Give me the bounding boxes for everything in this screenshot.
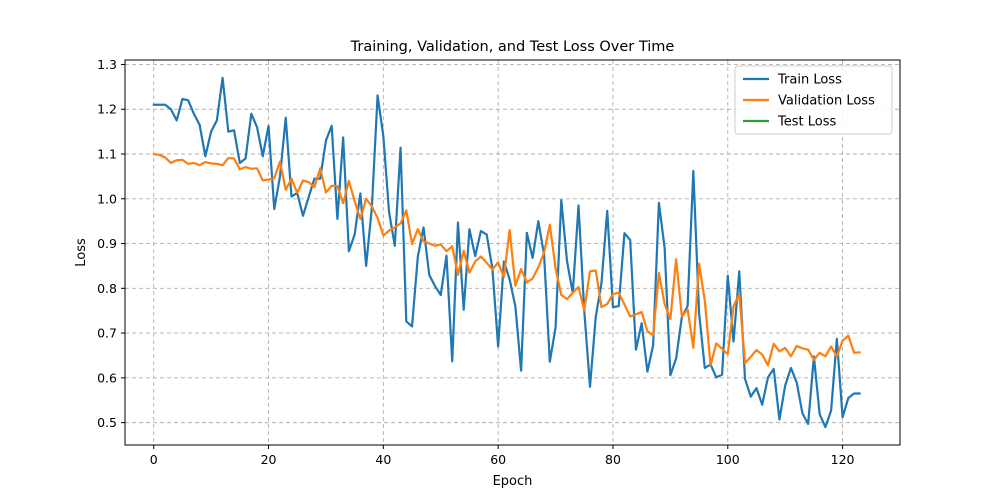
- x-tick-label: 100: [716, 452, 740, 467]
- y-tick-label: 0.8: [97, 281, 117, 296]
- y-tick-label: 0.9: [97, 236, 117, 251]
- x-tick-label: 40: [375, 452, 391, 467]
- axis-ticks: 0 20 40 60 80 100 120 0.5 0.6 0.7 0.8 0.9 1.0 1.1 1.2 1…: [97, 57, 854, 467]
- x-axis-label: Epoch: [493, 474, 533, 489]
- x-tick-label: 20: [261, 452, 277, 467]
- x-tick-label: 60: [490, 452, 506, 467]
- legend-label-validation-loss: Validation Loss: [778, 94, 875, 109]
- legend-label-train-loss: Train Loss: [777, 73, 842, 88]
- x-tick-label: 80: [605, 452, 621, 467]
- y-tick-label: 1.0: [97, 191, 117, 206]
- x-tick-label: 120: [831, 452, 855, 467]
- y-axis-label: Loss: [74, 238, 89, 267]
- legend-box: [734, 65, 893, 135]
- y-tick-label: 1.1: [97, 147, 117, 162]
- legend: Train Loss Validation Loss Test Loss: [734, 65, 893, 135]
- legend-items: Train Loss Validation Loss Test Loss: [743, 73, 875, 130]
- series-lines: [152, 76, 861, 429]
- y-tick-label: 1.2: [97, 102, 117, 117]
- axes-frame: [124, 59, 901, 446]
- y-tick-label: 1.3: [97, 57, 117, 72]
- x-tick-label: 0: [150, 452, 158, 467]
- legend-label-test-loss: Test Loss: [777, 115, 836, 130]
- y-tick-label: 0.5: [97, 415, 117, 430]
- y-tick-label: 0.7: [97, 326, 117, 341]
- y-tick-label: 0.6: [97, 370, 117, 385]
- series-line-validation-loss: [152, 152, 861, 367]
- chart-title: Training, Validation, and Test Loss Over…: [350, 39, 675, 55]
